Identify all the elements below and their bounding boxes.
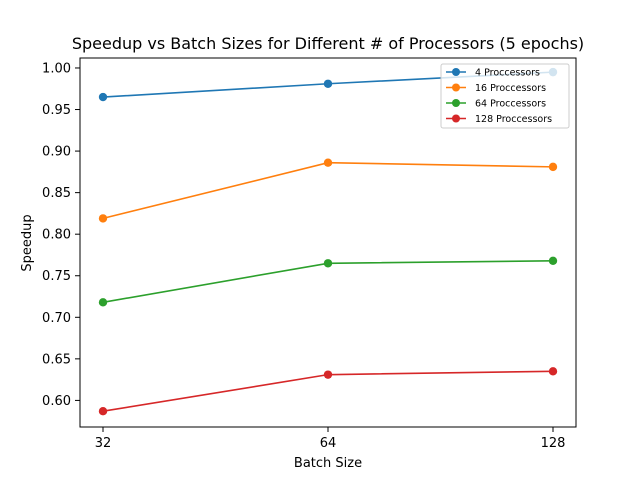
x-tick-label: 128 xyxy=(541,436,566,451)
y-tick-label: 0.70 xyxy=(42,311,71,326)
legend-item: 64 Proccessors xyxy=(446,99,546,110)
series-2 xyxy=(98,256,558,307)
data-point xyxy=(98,407,108,416)
plot-frame xyxy=(79,57,577,428)
data-point xyxy=(323,259,333,268)
data-point xyxy=(98,92,108,102)
y-axis-ticks: 0.60 0.65 0.70 0.75 0.80 0.85 0.90 0.95 1.00 xyxy=(42,61,80,409)
y-tick-label: 0.95 xyxy=(42,103,71,118)
y-tick-label: 0.65 xyxy=(42,352,71,367)
legend-item: 128 Proccessors xyxy=(446,114,552,125)
y-tick-label: 0.85 xyxy=(42,186,71,201)
x-axis-label: Batch Size xyxy=(294,456,362,471)
data-point xyxy=(548,162,558,172)
legend-marker xyxy=(452,83,460,92)
y-tick-label: 1.00 xyxy=(42,61,71,76)
data-point xyxy=(98,298,108,307)
data-point xyxy=(323,79,333,88)
y-tick-label: 0.60 xyxy=(42,394,71,409)
legend-box xyxy=(440,63,570,129)
legend-marker xyxy=(452,68,460,76)
legend-label: 128 Proccessors xyxy=(475,114,552,125)
data-point xyxy=(98,214,108,223)
data-point xyxy=(548,367,558,376)
x-tick-label: 64 xyxy=(320,436,337,451)
data-point xyxy=(548,256,558,265)
chart-title: Speedup vs Batch Sizes for Different # o… xyxy=(72,34,584,53)
data-point xyxy=(323,158,333,167)
x-tick-label: 32 xyxy=(95,436,112,451)
y-axis-label: Speedup xyxy=(20,214,35,271)
series-layer xyxy=(98,67,558,416)
x-axis-ticks: 32 64 128 xyxy=(95,427,566,451)
legend-marker xyxy=(452,99,460,107)
y-tick-label: 0.80 xyxy=(42,228,71,243)
legend-item: 16 Proccessors xyxy=(446,83,546,94)
series-3 xyxy=(98,367,558,416)
legend-marker xyxy=(452,114,460,123)
series-1 xyxy=(98,158,558,223)
legend-item: 4 Proccessors xyxy=(446,68,540,79)
legend-label: 16 Proccessors xyxy=(475,83,546,94)
legend: 4 Proccessors 16 Proccessors 64 Proccessor… xyxy=(440,63,570,129)
y-tick-label: 0.90 xyxy=(42,145,71,160)
legend-label: 64 Proccessors xyxy=(475,99,546,110)
legend-label: 4 Proccessors xyxy=(475,68,540,79)
data-point xyxy=(323,370,333,379)
y-tick-label: 0.75 xyxy=(42,269,71,284)
